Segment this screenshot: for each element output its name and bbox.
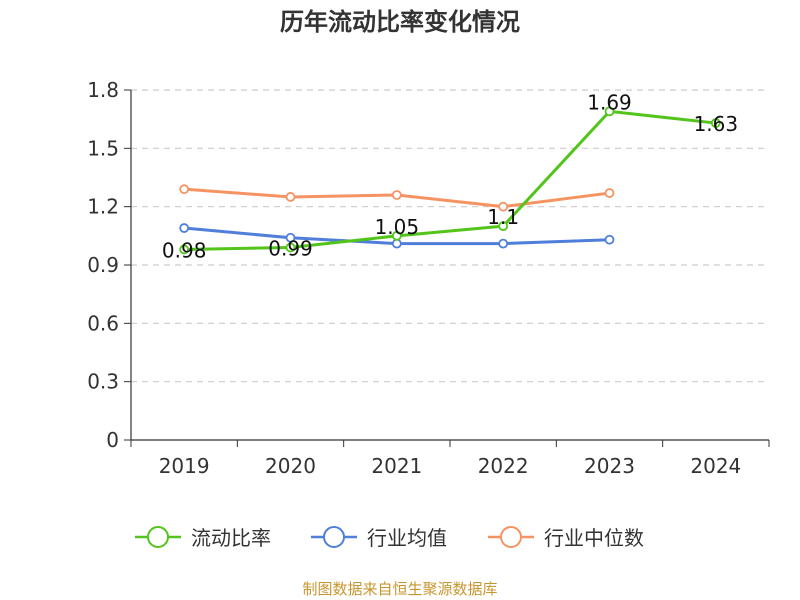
series-1-point xyxy=(391,238,402,249)
series-2-point xyxy=(498,201,509,212)
y-tick-label: 1.2 xyxy=(87,195,119,219)
series-1-point xyxy=(498,238,509,249)
x-tick-label: 2019 xyxy=(159,454,210,478)
y-tick-label: 0 xyxy=(106,428,119,452)
data-labels: 0.98 0.99 1.05 1.1 1.69 1.63 xyxy=(162,90,738,262)
grid xyxy=(131,89,769,383)
series-0-point xyxy=(498,221,509,232)
y-tick-label: 1.5 xyxy=(87,136,119,160)
legend-label: 行业均值 xyxy=(367,526,447,550)
y-tick-label: 0.6 xyxy=(87,311,119,335)
series-1-point xyxy=(179,223,190,233)
data-label: 0.98 xyxy=(162,238,207,262)
x-tick-label: 2020 xyxy=(265,454,316,478)
series-0-point xyxy=(179,244,190,255)
y-axis-ticks: 0 0.3 0.6 0.9 1.2 1.5 1.8 xyxy=(87,78,131,452)
data-label: 1.69 xyxy=(587,90,632,114)
data-label: 1.1 xyxy=(487,205,519,229)
series-0-point xyxy=(285,242,296,253)
data-label: 1.63 xyxy=(694,112,739,136)
data-label: 1.05 xyxy=(375,215,420,239)
series-line-0 xyxy=(184,109,716,251)
series-2-point xyxy=(604,188,615,198)
source-note: 制图数据来自恒生聚源数据库 xyxy=(302,580,497,598)
legend-swatch-marker xyxy=(323,526,345,548)
series-0-point xyxy=(604,106,615,117)
y-tick-label: 0.3 xyxy=(87,370,119,394)
x-tick-label: 2024 xyxy=(690,454,741,478)
legend-swatch-marker xyxy=(147,526,169,548)
y-tick-label: 0.9 xyxy=(87,253,119,277)
series-2-point xyxy=(179,184,190,195)
series-0-point xyxy=(391,230,402,241)
legend-swatch-marker xyxy=(500,526,522,548)
y-tick-label: 1.8 xyxy=(87,78,119,102)
series-0-point xyxy=(710,118,721,128)
legend: 流动比率 行业均值 行业中位数 xyxy=(135,526,644,550)
x-tick-label: 2023 xyxy=(584,454,635,478)
x-tick-label: 2021 xyxy=(371,454,422,478)
x-axis-ticks: 2019 2020 2021 2022 2023 2024 xyxy=(130,440,770,478)
series-2-point xyxy=(285,192,296,202)
legend-label: 行业中位数 xyxy=(544,526,644,550)
legend-label: 流动比率 xyxy=(191,526,271,550)
data-label: 0.99 xyxy=(268,237,313,261)
series-group xyxy=(179,106,721,255)
series-1-point xyxy=(285,232,296,243)
series-2-point xyxy=(391,190,402,200)
chart-title: 历年流动比率变化情况 xyxy=(280,8,520,36)
series-1-point xyxy=(604,234,615,245)
x-tick-label: 2022 xyxy=(478,454,529,478)
